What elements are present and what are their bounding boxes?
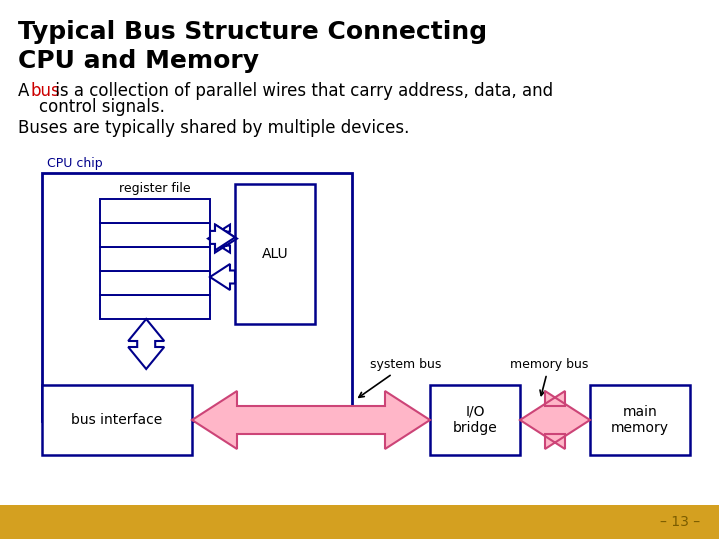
- Bar: [100, 199, 210, 223]
- Text: ALU: ALU: [262, 247, 288, 261]
- Polygon shape: [210, 264, 235, 290]
- Text: CPU chip: CPU chip: [47, 157, 103, 170]
- Bar: [100, 271, 210, 295]
- Text: – 13 –: – 13 –: [660, 515, 700, 529]
- Text: bus: bus: [30, 82, 60, 100]
- Bar: [590, 385, 690, 455]
- Bar: [0, 505, 719, 539]
- Text: is a collection of parallel wires that carry address, data, and: is a collection of parallel wires that c…: [50, 82, 553, 100]
- Bar: [100, 247, 210, 271]
- Bar: [100, 223, 210, 247]
- Bar: [42, 173, 352, 421]
- Polygon shape: [192, 391, 430, 449]
- Text: memory bus: memory bus: [510, 358, 588, 396]
- Text: main
memory: main memory: [611, 405, 669, 435]
- Bar: [430, 385, 520, 455]
- Polygon shape: [208, 225, 237, 253]
- Text: CPU and Memory: CPU and Memory: [18, 49, 259, 73]
- Text: register file: register file: [119, 182, 191, 195]
- Bar: [100, 295, 210, 319]
- Polygon shape: [128, 319, 164, 369]
- Text: Typical Bus Structure Connecting: Typical Bus Structure Connecting: [18, 20, 487, 44]
- Text: I/O
bridge: I/O bridge: [453, 405, 498, 435]
- Polygon shape: [520, 391, 590, 449]
- Bar: [42, 385, 192, 455]
- Polygon shape: [210, 224, 235, 251]
- Text: bus interface: bus interface: [71, 413, 162, 427]
- Text: Buses are typically shared by multiple devices.: Buses are typically shared by multiple d…: [18, 119, 409, 137]
- Text: system bus: system bus: [359, 358, 441, 397]
- Bar: [235, 184, 315, 324]
- Text: control signals.: control signals.: [18, 98, 165, 116]
- Text: A: A: [18, 82, 35, 100]
